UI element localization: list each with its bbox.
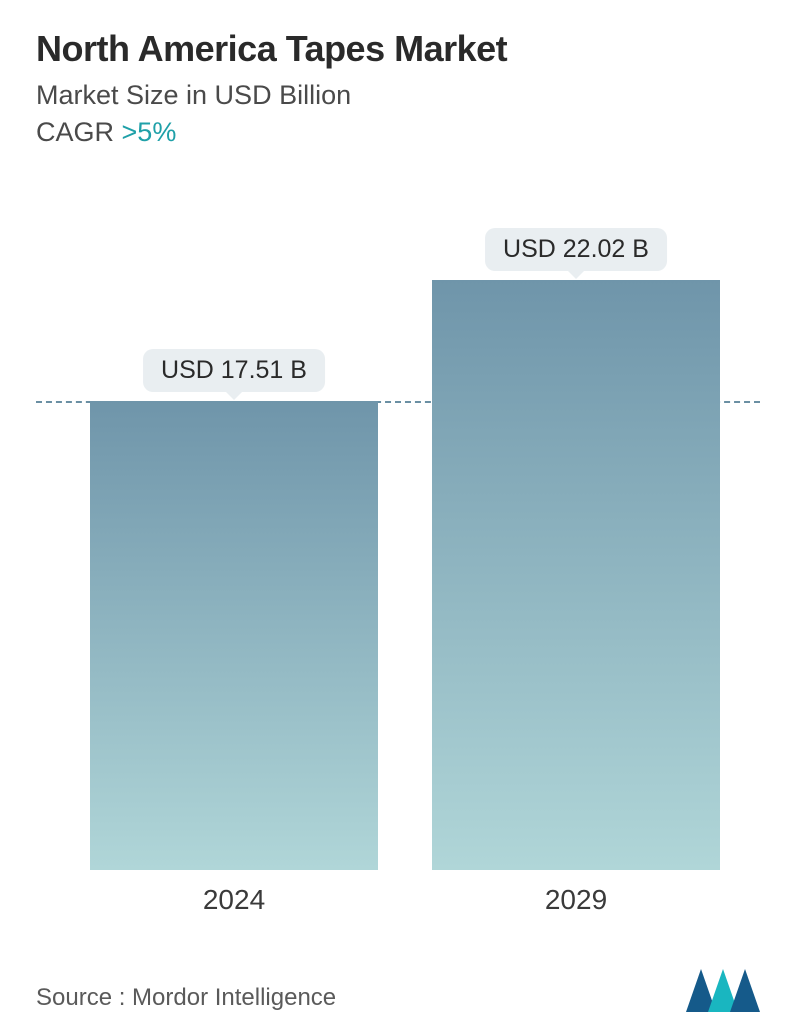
bar-fill (90, 401, 378, 870)
cagr-line: CAGR >5% (36, 117, 760, 148)
chart-subtitle: Market Size in USD Billion (36, 80, 760, 111)
value-pill: USD 22.02 B (485, 228, 667, 271)
footer: Source : Mordor Intelligence (36, 962, 760, 1012)
cagr-label: CAGR (36, 117, 114, 147)
source-text: Source : Mordor Intelligence (36, 984, 336, 1012)
x-axis-label: 2029 (545, 884, 607, 916)
value-pill: USD 17.51 B (143, 349, 325, 392)
cagr-value: >5% (122, 117, 177, 147)
header: North America Tapes Market Market Size i… (0, 0, 796, 148)
bar-fill (432, 280, 720, 870)
bar: USD 22.02 B2029 (432, 280, 720, 870)
chart-title: North America Tapes Market (36, 28, 760, 70)
x-axis-label: 2024 (203, 884, 265, 916)
brand-logo (686, 962, 760, 1012)
bar: USD 17.51 B2024 (90, 401, 378, 870)
chart-area: USD 17.51 B2024USD 22.02 B2029 (0, 210, 796, 930)
logo-shape-3 (730, 969, 760, 1012)
